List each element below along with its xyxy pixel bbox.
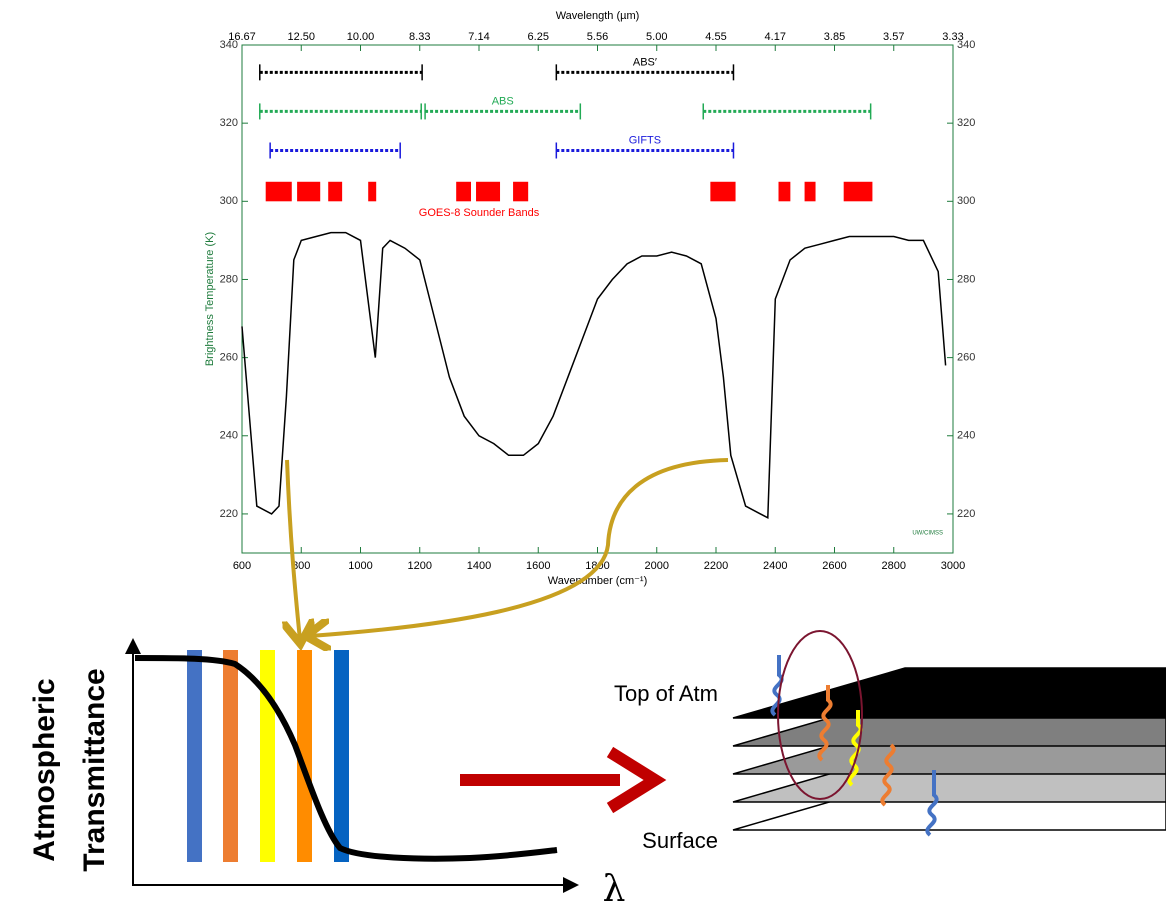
x-tick-label: 800 [292, 560, 310, 572]
top-tick-label: 16.67 [228, 31, 256, 43]
bands-label: GOES-8 Sounder Bands [419, 207, 540, 219]
x-tick-label: 1600 [526, 560, 550, 572]
top-tick-label: 7.14 [468, 31, 489, 43]
y-tick-label: 280 [220, 273, 238, 285]
x-tick-label: 1200 [408, 560, 432, 572]
y-tick-label: 240 [220, 430, 238, 442]
layer [732, 667, 1166, 719]
top-tick-label: 3.57 [883, 31, 904, 43]
range-label: ABS′ [633, 56, 657, 68]
y2-tick-label: 240 [957, 430, 975, 442]
y2-tick-label: 320 [957, 117, 975, 129]
radiation [925, 770, 939, 837]
y-tick-label: 320 [220, 117, 238, 129]
x-tick-label: 2400 [763, 560, 787, 572]
top-tick-label: 8.33 [409, 31, 430, 43]
connector-arrow [310, 458, 729, 636]
band-bar [187, 650, 202, 862]
sounder-band [328, 181, 343, 202]
radiation [847, 710, 863, 787]
y-label: Transmittance [78, 668, 111, 871]
sounder-band [804, 181, 816, 202]
band-bar [334, 650, 349, 862]
x-tick-label: 600 [233, 560, 251, 572]
sounder-band [710, 181, 736, 202]
range-label: ABS [492, 95, 514, 107]
band-bar [297, 650, 312, 862]
x-axis-title: Wavenumber (cm⁻¹) [548, 575, 648, 587]
sounder-band [368, 181, 377, 202]
axis-title: Wavelength (µm) [556, 10, 640, 22]
credit: UW/CIMSS [912, 531, 943, 537]
x-tick-label: 2600 [822, 560, 846, 572]
x-tick-label: 2000 [645, 560, 669, 572]
sounder-band [843, 181, 873, 202]
spectrum-line [241, 231, 947, 520]
range-label: GIFTS [629, 134, 661, 146]
band-bar [223, 650, 238, 862]
sounder-band [778, 181, 791, 202]
y2-tick-label: 340 [957, 39, 975, 51]
y2-tick-label: 260 [957, 352, 975, 364]
top-tick-label: 10.00 [347, 31, 375, 43]
top-tick-label: 4.55 [705, 31, 726, 43]
sounder-band [456, 181, 472, 202]
sounder-band [297, 181, 321, 202]
top-tick-label: 3.85 [824, 31, 845, 43]
radiation [817, 685, 833, 762]
layers-diagram [732, 630, 1166, 837]
y-label: Atmospheric [28, 678, 61, 861]
layer-label: Surface [642, 828, 718, 853]
x-label: λ [603, 869, 626, 910]
x-tick-label: 2200 [704, 560, 728, 572]
x-tick-label: 2800 [882, 560, 906, 572]
x-tick-label: 1400 [467, 560, 491, 572]
x-tick-label: 1000 [348, 560, 372, 572]
sounder-band [476, 181, 501, 202]
top-tick-label: 3.33 [942, 31, 963, 43]
y-tick-label: 220 [220, 508, 238, 520]
y2-tick-label: 220 [957, 508, 975, 520]
y-tick-label: 340 [220, 39, 238, 51]
y-tick-label: 260 [220, 352, 238, 364]
highlight [777, 630, 863, 800]
top-tick-label: 5.00 [646, 31, 667, 43]
top-tick-label: 5.56 [587, 31, 608, 43]
y-axis-title: Brightness Temperature (K) [204, 232, 216, 366]
band-bar [260, 650, 275, 862]
transmittance-diagram: Atmospheric Transmittance λ [28, 638, 626, 910]
arrow [606, 746, 667, 814]
layer-label: Top of Atm [614, 681, 718, 706]
radiation [880, 743, 896, 807]
connector-arrow [287, 459, 300, 640]
top-tick-label: 12.50 [287, 31, 315, 43]
top-tick-label: 6.25 [528, 31, 549, 43]
y-tick-label: 300 [220, 195, 238, 207]
y2-tick-label: 300 [957, 195, 975, 207]
top-tick-label: 4.17 [765, 31, 786, 43]
sounder-band [513, 181, 529, 202]
y2-tick-label: 280 [957, 273, 975, 285]
x-tick-label: 3000 [941, 560, 965, 572]
transmittance-curve [134, 655, 558, 862]
sounder-band [265, 181, 292, 202]
